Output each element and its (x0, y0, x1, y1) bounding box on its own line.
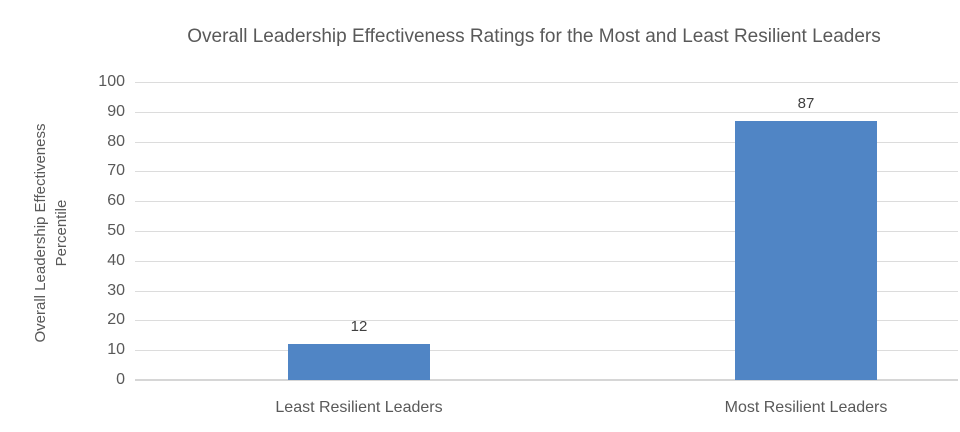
gridline (135, 201, 958, 203)
y-tick-label: 60 (107, 192, 125, 210)
y-tick-label: 10 (107, 341, 125, 359)
bar-2 (735, 120, 877, 380)
y-axis-title: Overall Leadership Effectiveness Percent… (30, 100, 74, 366)
y-axis-title-line1: Overall Leadership Effectiveness (32, 123, 49, 343)
y-tick-label: 50 (107, 222, 125, 239)
gridline (135, 141, 958, 143)
gridline (135, 231, 958, 232)
y-tick-label: 30 (107, 281, 125, 299)
x-axis-line (135, 379, 958, 381)
gridline (135, 350, 958, 352)
y-tick-label: 100 (98, 73, 125, 90)
bar-value-label: 87 (797, 94, 815, 112)
y-tick-label: 70 (107, 162, 125, 180)
chart-title: Overall Leadership Effectiveness Ratings… (187, 26, 881, 47)
y-tick-label: 20 (107, 311, 125, 329)
y-tick-label: 90 (107, 102, 125, 120)
gridline (135, 290, 958, 292)
y-tick-label: 0 (116, 371, 125, 388)
x-category-label: Least Resilient Leaders (275, 399, 443, 416)
bar-value-label: 12 (350, 318, 368, 336)
y-tick-label: 40 (107, 251, 125, 269)
x-category-label: Most Resilient Leaders (724, 399, 888, 416)
gridline (135, 171, 958, 173)
bar-1 (288, 344, 430, 380)
gridline (135, 320, 958, 322)
y-tick-label: 80 (107, 132, 125, 150)
gridline (135, 82, 958, 83)
gridline (135, 260, 958, 262)
y-axis-title-line2: Percentile (53, 199, 70, 267)
gridline (135, 111, 958, 113)
